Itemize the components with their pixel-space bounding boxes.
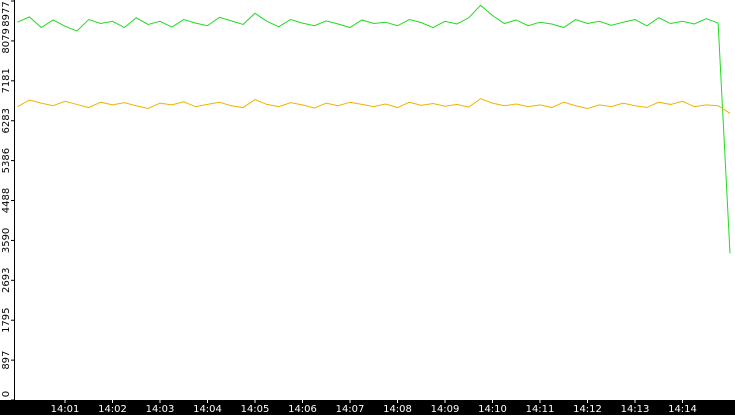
x-tick-label: 14:05: [241, 404, 270, 415]
x-tick-label: 14:04: [193, 404, 222, 415]
y-tick-label: 3590: [1, 228, 12, 253]
x-tick-label: 14:03: [146, 404, 175, 415]
x-axis-band: [0, 400, 735, 415]
x-tick-label: 14:08: [383, 404, 412, 415]
y-tick-label: 8079: [1, 28, 12, 53]
series-line: [17, 98, 731, 114]
x-tick-label: 14:06: [288, 404, 317, 415]
y-tick-label: 5386: [1, 148, 12, 173]
y-tick-label: 2693: [1, 268, 12, 293]
x-tick-label: 14:01: [51, 404, 80, 415]
x-tick-label: 14:11: [526, 404, 555, 415]
y-tick-label: 4488: [1, 188, 12, 213]
y-tick-label: 1795: [1, 307, 12, 332]
y-tick-label: 7181: [1, 68, 12, 93]
y-tick-label: 8977: [1, 1, 12, 26]
x-tick-label: 14:10: [478, 404, 507, 415]
series-line: [17, 4, 731, 254]
x-tick-label: 14:13: [621, 404, 650, 415]
y-tick-label: 0: [1, 391, 12, 397]
x-tick-label: 14:14: [668, 404, 697, 415]
y-tick-label: 897: [1, 351, 12, 370]
x-tick-label: 14:07: [336, 404, 365, 415]
x-tick-label: 14:02: [98, 404, 127, 415]
x-tick-label: 14:09: [431, 404, 460, 415]
y-tick-label: 6283: [1, 108, 12, 133]
x-tick-label: 14:12: [573, 404, 602, 415]
